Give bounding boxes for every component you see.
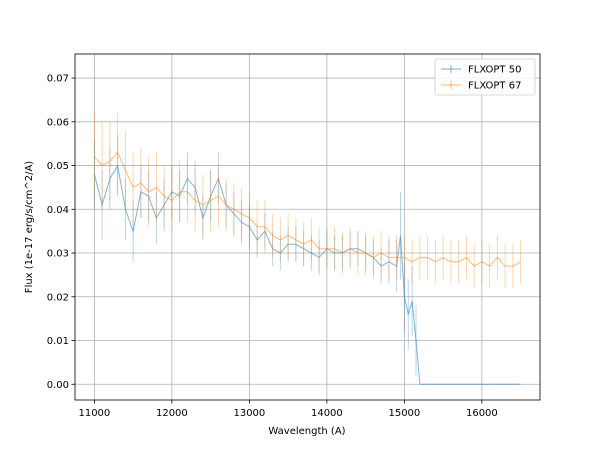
series-line	[94, 151, 521, 267]
legend: FLXOPT 50 FLXOPT 67	[434, 58, 536, 96]
legend-entry: FLXOPT 67	[441, 81, 521, 92]
legend-label: FLXOPT 50	[468, 65, 521, 76]
x-tick-label: 11000	[78, 408, 110, 419]
x-tick-label: 12000	[156, 408, 188, 419]
x-axis-label: Wavelength (A)	[268, 426, 345, 437]
series-layer	[93, 113, 522, 385]
y-tick-label: 0.01	[47, 336, 69, 347]
y-tick-label: 0.04	[47, 205, 69, 216]
y-tick-label: 0.03	[47, 249, 69, 260]
y-axis-label: Flux (1e-17 erg/s/cm^2/A)	[24, 161, 35, 293]
grid	[75, 54, 540, 400]
y-tick-label: 0.05	[47, 161, 69, 172]
series-2	[93, 113, 522, 289]
y-tick-label: 0.06	[47, 117, 69, 128]
x-tick-label: 14000	[311, 408, 343, 419]
x-tick-label: 16000	[466, 408, 498, 419]
series-1	[93, 134, 521, 385]
x-tick-label: 15000	[388, 408, 420, 419]
series-line	[93, 164, 521, 385]
x-tick-label: 13000	[233, 408, 265, 419]
axes-frame	[74, 53, 541, 401]
y-tick-label: 0.07	[47, 74, 69, 85]
legend-box	[434, 58, 536, 96]
legend-label: FLXOPT 67	[468, 81, 521, 92]
y-tick-label: 0.02	[47, 292, 69, 303]
ticks: 11000 12000 13000 14000 15000 16000 0.00 0.01 0.…	[47, 74, 498, 419]
y-tick-label: 0.00	[47, 380, 69, 391]
legend-entry: FLXOPT 50	[441, 65, 521, 76]
